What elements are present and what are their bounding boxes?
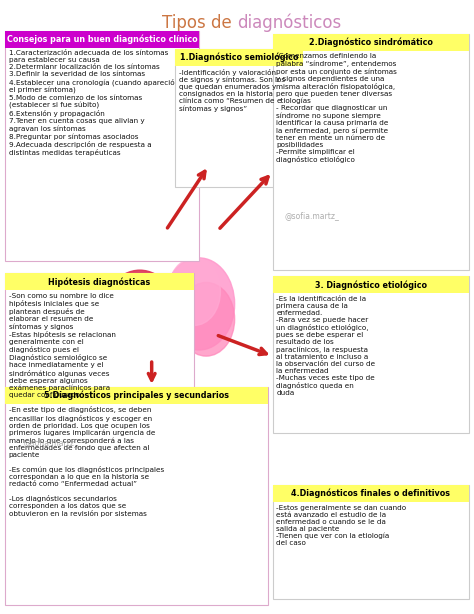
Text: diagnósticos: diagnósticos [237,14,341,32]
Circle shape [102,273,164,353]
Text: @sofia.martz_: @sofia.martz_ [24,438,79,447]
FancyBboxPatch shape [5,31,199,261]
Text: Consejos para un buen diagnóstico clínico: Consejos para un buen diagnóstico clínic… [7,34,197,44]
Text: 5.Diagnósticos principales y secundarios: 5.Diagnósticos principales y secundarios [44,391,229,400]
Text: 3. Diagnóstico etiológico: 3. Diagnóstico etiológico [315,280,427,290]
Text: Hipótesis diagnósticas: Hipótesis diagnósticas [48,277,151,287]
FancyBboxPatch shape [273,485,469,502]
Circle shape [164,258,235,350]
Text: 2.Diagnóstico sindrómático: 2.Diagnóstico sindrómático [309,37,433,47]
Text: -Son como su nombre lo dice
hipótesis iniciales que se
plantean después de
elabo: -Son como su nombre lo dice hipótesis in… [9,293,115,398]
FancyBboxPatch shape [273,34,469,270]
Text: -Identificación y valoración
de signos y síntomas. Son los
que quedan enumerados: -Identificación y valoración de signos y… [179,69,285,112]
FancyBboxPatch shape [273,276,469,293]
Circle shape [159,298,187,335]
Text: -En este tipo de diagnósticos, se deben
encasillar los diagnósticos y escoger en: -En este tipo de diagnósticos, se deben … [9,406,164,518]
Circle shape [100,270,180,375]
Text: @sofia.martz_: @sofia.martz_ [284,211,339,220]
Text: 4.Diagnósticos finales o definitivos: 4.Diagnósticos finales o definitivos [292,489,450,499]
Text: 1.Diagnóstico semiológico: 1.Diagnóstico semiológico [180,53,299,63]
FancyBboxPatch shape [5,387,268,605]
Text: Tipos de: Tipos de [162,14,237,31]
Text: -Estos generalmente se dan cuando
está avanzado el estudio de la
enfermedad o cu: -Estos generalmente se dan cuando está a… [276,505,407,546]
FancyBboxPatch shape [273,485,469,599]
FancyBboxPatch shape [5,387,268,404]
Circle shape [178,282,235,356]
FancyBboxPatch shape [273,34,469,51]
FancyBboxPatch shape [5,31,199,48]
Text: -Comenzamos definiendo la
palabra “síndrome”, entendemos
por esta un conjunto de: -Comenzamos definiendo la palabra “síndr… [276,53,397,163]
Text: 1.Caracterización adecuada de los síntomas
para establecer su causa
2.Determianr: 1.Caracterización adecuada de los síntom… [9,50,174,156]
Circle shape [111,289,182,381]
FancyBboxPatch shape [273,276,469,433]
FancyBboxPatch shape [175,49,303,66]
Circle shape [168,258,220,325]
FancyBboxPatch shape [5,273,194,290]
Text: -Es la identificación de la
primera causa de la
enfermedad.
-Rara vez se puede h: -Es la identificación de la primera caus… [276,296,375,396]
FancyBboxPatch shape [5,273,194,457]
FancyBboxPatch shape [175,49,303,187]
